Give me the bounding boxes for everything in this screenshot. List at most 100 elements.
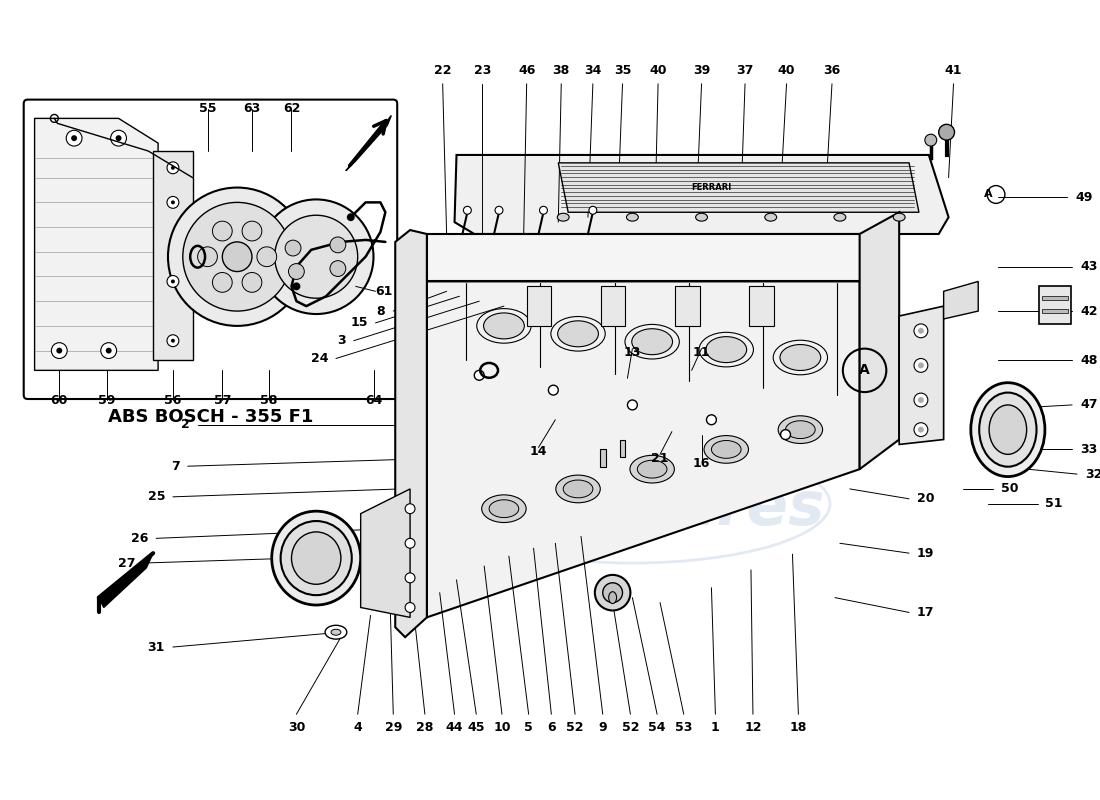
Ellipse shape: [706, 337, 747, 362]
Bar: [1043, 309, 1068, 313]
Text: 20: 20: [917, 492, 935, 506]
Ellipse shape: [558, 214, 569, 221]
Ellipse shape: [608, 592, 617, 603]
Text: 59: 59: [98, 394, 116, 406]
Ellipse shape: [637, 460, 667, 478]
Ellipse shape: [556, 475, 601, 502]
Circle shape: [938, 124, 955, 140]
Circle shape: [167, 334, 179, 346]
Circle shape: [330, 237, 345, 253]
Text: 40: 40: [649, 64, 667, 77]
Text: 60: 60: [51, 394, 68, 406]
Text: 47: 47: [1080, 398, 1098, 411]
Circle shape: [914, 393, 927, 407]
Circle shape: [56, 348, 63, 354]
Text: 43: 43: [1080, 260, 1098, 273]
Circle shape: [222, 242, 252, 271]
Text: 53: 53: [675, 721, 693, 734]
Ellipse shape: [971, 382, 1045, 477]
Ellipse shape: [280, 521, 352, 595]
Polygon shape: [34, 118, 158, 370]
Text: 52: 52: [566, 721, 584, 734]
Text: 19: 19: [917, 546, 934, 560]
Circle shape: [285, 240, 301, 256]
Ellipse shape: [558, 321, 598, 346]
Text: 26: 26: [131, 532, 149, 545]
Text: 38: 38: [552, 64, 570, 77]
Circle shape: [706, 415, 716, 425]
Circle shape: [405, 538, 415, 548]
Text: 13: 13: [624, 346, 641, 359]
Text: 39: 39: [693, 64, 711, 77]
Text: 12: 12: [745, 721, 761, 734]
Text: 30: 30: [288, 721, 305, 734]
Text: 21: 21: [651, 452, 669, 465]
Ellipse shape: [484, 313, 525, 339]
Circle shape: [781, 430, 791, 439]
Circle shape: [917, 328, 924, 334]
Text: 25: 25: [147, 490, 165, 503]
Ellipse shape: [695, 214, 707, 221]
Polygon shape: [559, 163, 918, 212]
Circle shape: [293, 282, 300, 290]
Ellipse shape: [272, 511, 361, 605]
Circle shape: [627, 400, 637, 410]
Ellipse shape: [778, 416, 823, 443]
Ellipse shape: [490, 500, 519, 518]
Text: 16: 16: [693, 457, 711, 470]
Circle shape: [168, 187, 306, 326]
Circle shape: [917, 397, 924, 403]
Circle shape: [275, 215, 358, 298]
Text: 14: 14: [530, 445, 548, 458]
Circle shape: [170, 166, 175, 170]
Text: 46: 46: [518, 64, 536, 77]
Circle shape: [212, 273, 232, 292]
Polygon shape: [454, 155, 948, 234]
Text: 44: 44: [446, 721, 463, 734]
Polygon shape: [395, 230, 427, 637]
Circle shape: [167, 275, 179, 287]
Text: 34: 34: [584, 64, 602, 77]
Ellipse shape: [989, 405, 1026, 454]
Circle shape: [539, 206, 548, 214]
Text: 18: 18: [790, 721, 807, 734]
Text: 5: 5: [525, 721, 533, 734]
Text: FERRARI: FERRARI: [691, 183, 732, 192]
Circle shape: [346, 214, 354, 221]
Text: 54: 54: [648, 721, 666, 734]
Text: 33: 33: [1080, 443, 1097, 456]
Circle shape: [212, 221, 232, 241]
Ellipse shape: [893, 214, 905, 221]
Polygon shape: [427, 282, 860, 618]
Polygon shape: [899, 306, 944, 445]
Circle shape: [170, 279, 175, 283]
Circle shape: [242, 221, 262, 241]
Ellipse shape: [482, 495, 526, 522]
Text: 45: 45: [468, 721, 485, 734]
Bar: [1043, 296, 1068, 300]
Text: 28: 28: [416, 721, 433, 734]
Circle shape: [925, 134, 937, 146]
Circle shape: [167, 162, 179, 174]
Ellipse shape: [785, 421, 815, 438]
Bar: [527, 286, 551, 326]
Circle shape: [595, 575, 630, 610]
Text: 11: 11: [693, 346, 711, 359]
Ellipse shape: [564, 325, 592, 342]
Circle shape: [72, 135, 77, 141]
Text: 40: 40: [778, 64, 795, 77]
Ellipse shape: [704, 435, 748, 463]
Ellipse shape: [491, 318, 517, 334]
Ellipse shape: [292, 532, 341, 584]
Text: 48: 48: [1080, 354, 1098, 367]
Ellipse shape: [713, 341, 740, 358]
Circle shape: [405, 602, 415, 613]
Circle shape: [258, 199, 374, 314]
Text: 63: 63: [243, 102, 261, 115]
Ellipse shape: [834, 214, 846, 221]
Circle shape: [170, 338, 175, 342]
Text: A: A: [859, 363, 870, 378]
Circle shape: [167, 197, 179, 208]
Text: 3: 3: [338, 334, 345, 347]
Text: 17: 17: [917, 606, 935, 619]
